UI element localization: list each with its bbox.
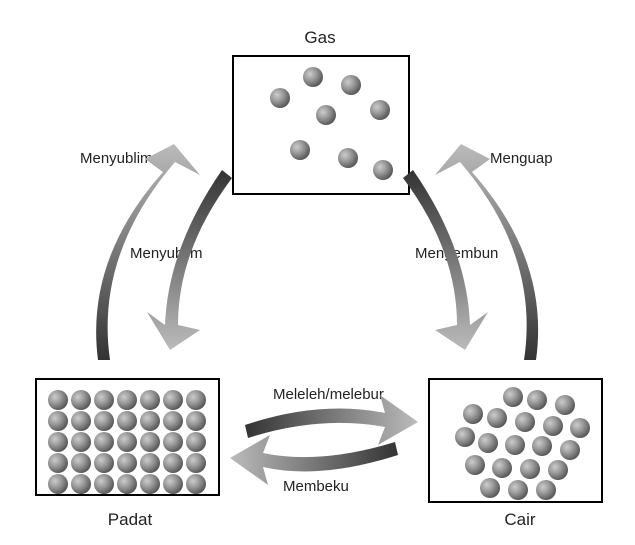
label-liquid-to-solid: Membeku bbox=[283, 478, 349, 495]
particle bbox=[480, 478, 500, 498]
particle bbox=[373, 160, 393, 180]
label-solid-to-liquid: Meleleh/melebur bbox=[273, 386, 384, 403]
particle bbox=[290, 140, 310, 160]
particle bbox=[163, 390, 183, 410]
particle bbox=[94, 432, 114, 452]
particle bbox=[117, 390, 137, 410]
particle bbox=[543, 416, 563, 436]
particle bbox=[527, 390, 547, 410]
particle bbox=[463, 404, 483, 424]
label-liquid-to-gas: Menguap bbox=[490, 150, 553, 167]
particle bbox=[71, 411, 91, 431]
particle bbox=[71, 390, 91, 410]
particle bbox=[117, 453, 137, 473]
particle bbox=[48, 390, 68, 410]
particle bbox=[465, 455, 485, 475]
label-gas-to-liquid: Mengembun bbox=[415, 245, 498, 262]
particle bbox=[520, 459, 540, 479]
particle bbox=[503, 387, 523, 407]
particle bbox=[94, 390, 114, 410]
particle bbox=[560, 440, 580, 460]
particle bbox=[186, 474, 206, 494]
particle bbox=[536, 480, 556, 500]
particle bbox=[303, 67, 323, 87]
particle bbox=[163, 432, 183, 452]
particle bbox=[555, 395, 575, 415]
particle bbox=[370, 100, 390, 120]
particle bbox=[48, 474, 68, 494]
particle bbox=[270, 88, 290, 108]
particle bbox=[548, 460, 568, 480]
particle bbox=[94, 411, 114, 431]
particle bbox=[505, 435, 525, 455]
particle bbox=[94, 453, 114, 473]
particle bbox=[140, 474, 160, 494]
particle bbox=[94, 474, 114, 494]
label-gas-to-solid: Menyublim bbox=[130, 245, 203, 262]
particle bbox=[316, 105, 336, 125]
particle bbox=[117, 474, 137, 494]
particle bbox=[71, 432, 91, 452]
particle bbox=[140, 390, 160, 410]
particle bbox=[492, 458, 512, 478]
particle bbox=[341, 75, 361, 95]
particle bbox=[487, 408, 507, 428]
particle bbox=[186, 411, 206, 431]
state-label-gas: Gas bbox=[280, 28, 360, 48]
particle bbox=[71, 453, 91, 473]
particle bbox=[186, 390, 206, 410]
particle bbox=[515, 412, 535, 432]
particle bbox=[140, 411, 160, 431]
particle bbox=[186, 453, 206, 473]
state-label-liquid: Cair bbox=[495, 510, 545, 530]
particle bbox=[140, 432, 160, 452]
particle bbox=[163, 453, 183, 473]
particle bbox=[163, 411, 183, 431]
particle bbox=[532, 436, 552, 456]
particle bbox=[71, 474, 91, 494]
particle bbox=[140, 453, 160, 473]
particle bbox=[117, 432, 137, 452]
particle bbox=[48, 453, 68, 473]
particle bbox=[570, 418, 590, 438]
particle bbox=[455, 427, 475, 447]
particle bbox=[48, 432, 68, 452]
particle bbox=[48, 411, 68, 431]
label-solid-to-gas: Menyublim bbox=[80, 150, 153, 167]
particle bbox=[117, 411, 137, 431]
particle bbox=[508, 480, 528, 500]
state-label-solid: Padat bbox=[100, 510, 160, 530]
particle bbox=[163, 474, 183, 494]
particle bbox=[478, 433, 498, 453]
particle bbox=[338, 148, 358, 168]
particle bbox=[186, 432, 206, 452]
